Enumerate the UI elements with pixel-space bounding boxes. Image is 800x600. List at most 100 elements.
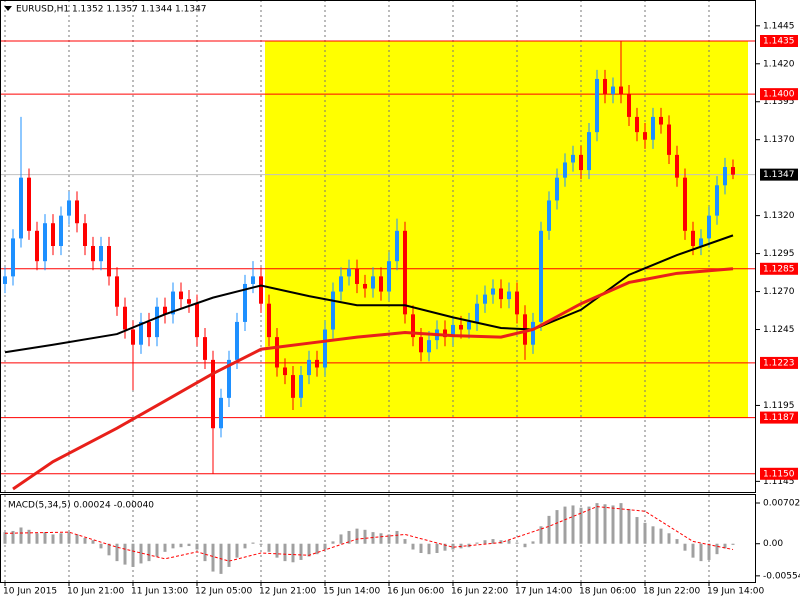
macd-bar xyxy=(59,533,63,544)
macd-bar xyxy=(579,507,583,544)
macd-bar xyxy=(499,540,503,544)
candle-body xyxy=(539,230,543,322)
candle-body xyxy=(347,268,351,277)
macd-bar xyxy=(35,533,39,544)
candle-body xyxy=(323,329,327,368)
macd-bar xyxy=(603,504,607,544)
macd-bar xyxy=(651,526,655,544)
y-tick-label: 1.1370 xyxy=(763,135,795,145)
moving-average xyxy=(12,267,734,491)
level-tag xyxy=(760,467,798,480)
macd-bar xyxy=(395,530,399,544)
candle-body xyxy=(139,321,143,345)
label-layer: 10 Jun 2015 10 Jun 21:00 11 Jun 13:00 12 Ju… xyxy=(3,21,800,596)
macd-bar xyxy=(571,505,575,544)
macd-bar xyxy=(195,543,199,550)
macd-frame xyxy=(0,494,756,583)
x-tick-label: 17 Jun 14:00 xyxy=(515,587,572,597)
macd-bar xyxy=(283,543,287,562)
candle-body xyxy=(515,291,519,315)
y-tick-label: 1.1445 xyxy=(763,21,795,31)
y-tick-label: 1.1320 xyxy=(763,211,795,221)
macd-bar xyxy=(51,534,55,544)
macd-bar xyxy=(251,542,255,544)
macd-bar xyxy=(555,510,559,544)
macd-bar xyxy=(147,543,151,562)
y-tick-label: 1.1420 xyxy=(763,59,795,69)
candle-body xyxy=(611,86,615,95)
candle-body xyxy=(507,291,511,300)
macd-bar xyxy=(523,543,527,548)
candle-body xyxy=(155,306,159,338)
candle-body xyxy=(643,132,647,140)
x-tick-label: 16 Jun 22:00 xyxy=(451,587,508,597)
candle-body xyxy=(731,167,735,175)
candle-body xyxy=(587,132,591,171)
x-tick-label: 11 Jun 13:00 xyxy=(131,587,188,597)
candle-body xyxy=(203,337,207,360)
candle-body xyxy=(371,276,375,289)
macd-bar xyxy=(323,543,327,550)
macd-bar xyxy=(403,539,407,544)
macd-bar xyxy=(475,542,479,544)
macd-bar xyxy=(291,543,295,563)
macd-title: MACD(5,34,5) 0.00024 -0.00040 xyxy=(8,501,154,511)
candle-body xyxy=(227,359,231,398)
level-label: 1.1435 xyxy=(763,37,795,47)
macd-bar xyxy=(507,540,511,544)
main-layer xyxy=(3,41,735,574)
candle-body xyxy=(275,337,279,368)
candle-body xyxy=(619,86,623,95)
macd-bar xyxy=(435,543,439,553)
macd-bar xyxy=(227,543,231,567)
x-tick-label: 18 Jun 06:00 xyxy=(579,587,636,597)
x-tick-label: 15 Jun 14:00 xyxy=(323,587,380,597)
y-tick-label: 1.1245 xyxy=(763,325,795,335)
candle-body xyxy=(691,230,695,246)
macd-bar xyxy=(315,543,319,555)
macd-bar xyxy=(75,534,79,544)
candle-body xyxy=(659,116,663,125)
candle-body xyxy=(635,116,639,133)
candle-body xyxy=(235,321,239,360)
macd-bar xyxy=(587,506,591,544)
macd-bar xyxy=(67,532,71,544)
candle-body xyxy=(131,329,135,345)
candle-body xyxy=(331,291,335,330)
candle-body xyxy=(91,246,95,262)
candle-body xyxy=(467,321,471,330)
y-tick-label: 1.1295 xyxy=(763,249,795,259)
macd-bar xyxy=(627,508,631,544)
candle-body xyxy=(675,154,679,178)
macd-bar xyxy=(163,543,167,552)
macd-bar xyxy=(443,543,447,551)
candle-body xyxy=(67,200,71,216)
x-tick-label: 18 Jun 22:00 xyxy=(643,587,700,597)
candle-body xyxy=(179,291,183,300)
candle-body xyxy=(627,94,631,117)
candle-body xyxy=(187,299,191,304)
macd-bar xyxy=(259,543,263,545)
candle-body xyxy=(315,359,319,368)
last-price-tag xyxy=(760,168,798,181)
signal-line xyxy=(4,506,734,562)
level-tag xyxy=(760,262,798,275)
candle-body xyxy=(395,230,399,262)
candle-body xyxy=(251,276,255,284)
candle-body xyxy=(571,154,575,163)
candle-body xyxy=(3,276,7,284)
macd-bar xyxy=(43,532,47,544)
candle-body xyxy=(411,314,415,338)
candle-body xyxy=(483,294,487,304)
macd-bar xyxy=(27,529,31,544)
macd-bar xyxy=(483,540,487,544)
macd-bar xyxy=(187,543,191,547)
candle-body xyxy=(283,367,287,376)
candle-body xyxy=(307,359,311,376)
candle-body xyxy=(267,303,271,338)
candle-body xyxy=(499,288,503,300)
macd-bar xyxy=(363,529,367,544)
candle-body xyxy=(579,154,583,171)
macd-bar xyxy=(19,527,23,544)
